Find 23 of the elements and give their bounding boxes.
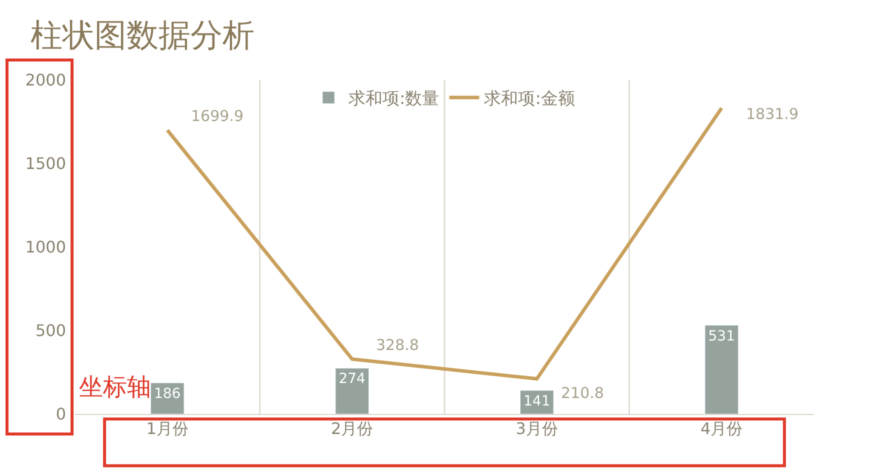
x-tick-label: 1月份 bbox=[146, 419, 188, 438]
x-tick-label: 4月份 bbox=[700, 419, 743, 438]
annotation: 坐标轴 bbox=[79, 373, 151, 401]
y-tick-label: 2000 bbox=[25, 70, 66, 90]
x-tick-label: 2月份 bbox=[331, 419, 374, 438]
data-label: 141 bbox=[524, 393, 550, 410]
bar bbox=[704, 325, 738, 414]
bar bbox=[335, 368, 369, 414]
data-label: 1699.9 bbox=[191, 107, 244, 125]
data-label: 531 bbox=[708, 328, 735, 344]
data-label: 186 bbox=[154, 386, 181, 402]
chart-title: 柱状图数据分析 bbox=[30, 16, 255, 54]
y-tick-label: 1500 bbox=[25, 154, 66, 174]
y-tick-label: 0 bbox=[56, 404, 66, 424]
y-tick-label: 500 bbox=[35, 321, 66, 340]
legend-label: 求和项:金额 bbox=[484, 89, 575, 110]
legend-label: 求和项:数量 bbox=[348, 89, 440, 110]
data-label: 210.8 bbox=[561, 384, 604, 402]
data-label: 1831.9 bbox=[746, 105, 798, 123]
x-tick-label: 3月份 bbox=[516, 419, 558, 438]
data-label: 328.8 bbox=[376, 336, 419, 354]
data-label: 274 bbox=[338, 371, 366, 388]
y-tick-label: 1000 bbox=[25, 238, 66, 257]
